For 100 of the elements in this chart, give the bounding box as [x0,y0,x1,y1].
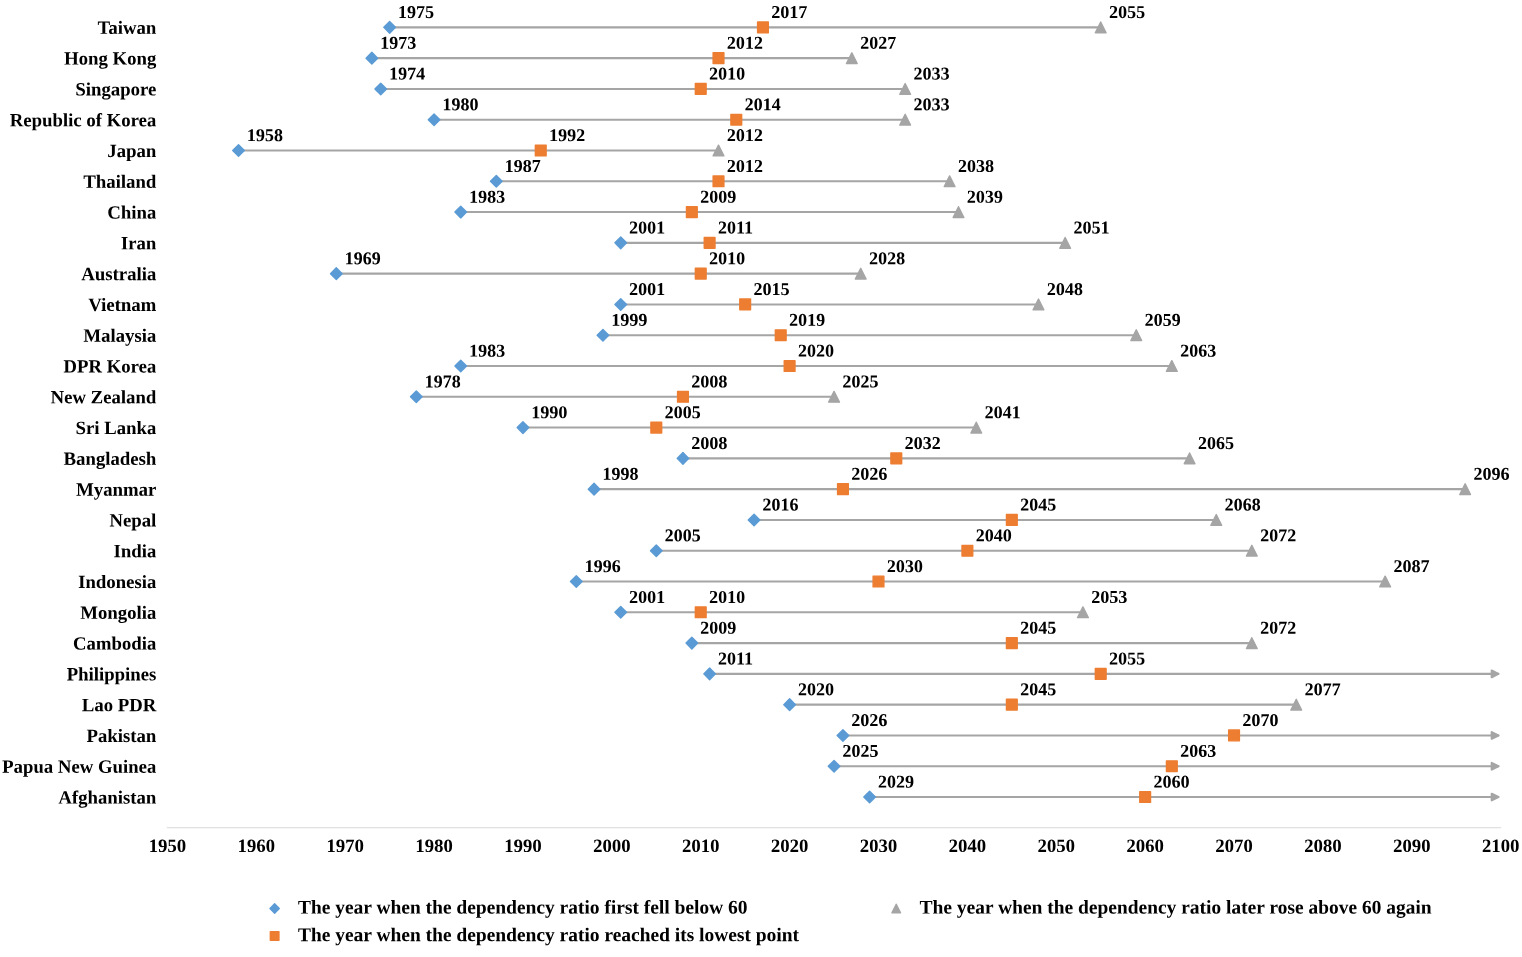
data-label: 2051 [1074,221,1109,234]
point [712,144,725,157]
data-label: 2026 [852,714,887,727]
y-tick-label: Hong Kong [64,52,157,69]
data-label: 2017 [772,5,807,19]
data-label: 1978 [426,375,461,388]
data-label: 2087 [1394,560,1430,573]
data-label: 1975 [399,6,434,19]
point [1005,513,1018,527]
point [685,636,699,650]
point [676,390,690,403]
x-tick-label: 2100 [1482,839,1519,853]
x-tick-label: 2090 [1393,839,1430,853]
point [427,113,441,127]
y-tick-label: Cambodia [73,636,157,650]
point [961,544,974,557]
data-label: 2045 [1020,621,1056,634]
data-label: 1958 [248,129,283,142]
data-label: 2072 [1260,621,1296,634]
y-tick-label: Lao PDR [82,698,157,712]
point [827,390,841,403]
data-label: 2096 [1474,467,1510,480]
y-tick-label: China [108,205,157,219]
data-label: 2014 [745,98,781,111]
y-tick-label: Nepal [109,513,156,531]
point [756,21,770,34]
data-label: 1983 [470,344,505,357]
point [1005,637,1018,650]
point [836,483,850,496]
y-tick-label: New Zealand [50,390,157,404]
point [650,421,663,434]
point [703,667,717,681]
point [845,52,858,65]
data-label: 2005 [665,529,701,542]
x-tick-label: 2030 [860,839,897,853]
y-tick-label: Taiwan [97,20,157,35]
point [614,605,628,619]
point [1165,359,1178,373]
point [374,82,388,96]
data-label: 2070 [1243,714,1278,727]
x-tick-label: 2010 [682,839,719,853]
data-label: 2032 [905,436,940,450]
data-label: 1969 [346,252,381,265]
y-tick-label: Sri Lanka [76,421,157,435]
point [1245,637,1258,650]
y-tick-label: Myanmar [76,483,156,500]
data-label: 2010 [709,67,745,80]
y-tick-label: Vietnam [88,297,156,312]
point [1032,298,1045,311]
data-label: 2063 [1180,344,1216,357]
point [1094,21,1107,34]
data-label: 2072 [1260,529,1296,542]
point [1165,760,1178,773]
point [1076,606,1090,619]
point [739,298,752,311]
data-label: 2030 [887,560,923,573]
point [1005,698,1018,711]
data-label: 2016 [763,498,798,511]
point [1459,483,1472,496]
x-tick-label: 1990 [505,839,541,853]
data-label: 2025 [843,744,878,758]
point [694,267,707,280]
data-label: 2012 [727,159,763,173]
point [614,297,628,311]
data-label: 2020 [798,683,834,696]
point [1130,329,1143,342]
point [409,390,423,404]
point [1227,729,1241,742]
data-label: 2060 [1154,775,1189,788]
point [1183,452,1196,465]
point [1139,790,1152,804]
data-label: 2027 [860,36,896,49]
point [863,790,877,804]
point [516,421,530,435]
y-tick-label: India [114,544,157,558]
point [703,236,716,249]
data-label: 2065 [1198,436,1234,450]
point [1094,667,1107,680]
y-tick-label: Republic of Korea [10,113,157,131]
data-label: 2020 [798,344,834,357]
point [827,759,841,773]
y-tick-label: Iran [121,237,157,250]
data-label: 1983 [470,190,505,203]
data-label: 1980 [443,98,478,111]
data-label: 1974 [390,67,425,80]
point [730,113,743,126]
data-label: 2029 [878,775,914,788]
data-label: 2055 [1109,652,1145,665]
y-tick-label: Philippines [67,667,156,685]
data-label: 2001 [629,590,665,604]
y-tick-label: Indonesia [78,575,157,589]
legend-label: The year when the dependency ratio later rose above 60 again [919,900,1432,918]
data-label: 2008 [692,375,727,388]
data-label: 2011 [718,221,753,234]
x-tick-label: 1960 [239,839,275,853]
data-label: 2025 [843,375,878,388]
data-label: 2038 [958,159,994,173]
x-tick-label: 1980 [416,839,453,853]
y-tick-label: Afghanistan [58,790,157,808]
data-label: 1973 [381,36,416,49]
